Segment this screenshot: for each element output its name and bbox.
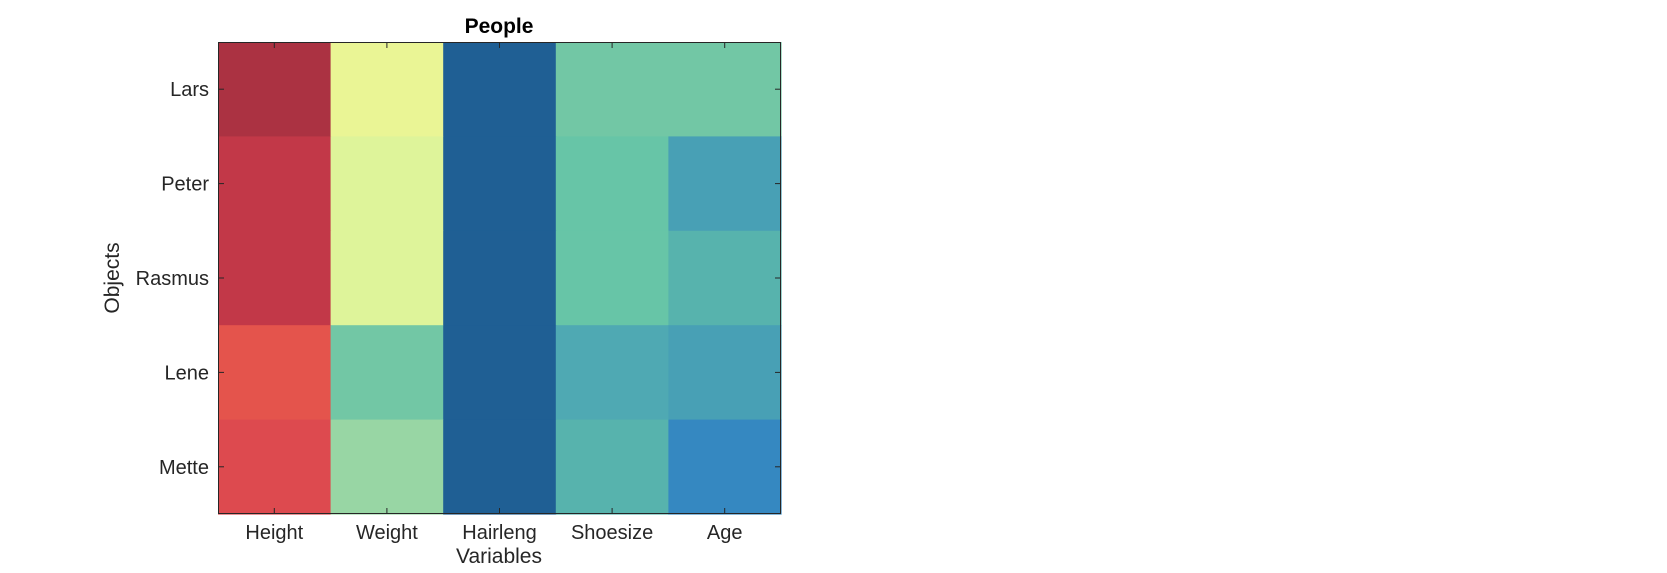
heatmap-cell-lars-shoesize	[555, 42, 669, 137]
heatmap-cell-peter-shoesize	[555, 136, 669, 232]
heatmap-cell-mette-height	[218, 419, 332, 515]
heatmap-cell-lars-hairleng	[443, 42, 557, 137]
chart-title: People	[465, 15, 534, 38]
heatmap-cell-lene-age	[668, 325, 782, 421]
y-tick-labels: Lars Peter Rasmus Lene Mette	[136, 79, 210, 479]
heatmap-cell-lars-age	[668, 42, 782, 137]
heatmap-cells	[218, 42, 782, 515]
x-tick-label-age: Age	[707, 522, 743, 544]
heatmap-cell-peter-weight	[330, 136, 444, 232]
heatmap-cell-lene-hairleng	[443, 325, 557, 421]
heatmap-cell-lene-height	[218, 325, 332, 421]
x-tick-labels: Height Weight Hairleng Shoesize Age	[245, 522, 742, 544]
x-tick-label-weight: Weight	[356, 522, 418, 544]
axis-ticks	[218, 42, 781, 514]
heatmap-cell-lene-weight	[330, 325, 444, 421]
heatmap-cell-rasmus-weight	[330, 230, 444, 326]
heatmap-cell-mette-shoesize	[555, 419, 669, 515]
heatmap-cell-rasmus-height	[218, 230, 332, 326]
heatmap-cell-peter-height	[218, 136, 332, 232]
heatmap-cell-lars-height	[218, 42, 332, 137]
heatmap-cell-peter-hairleng	[443, 136, 557, 232]
y-axis-label: Objects	[101, 242, 124, 313]
heatmap-cell-rasmus-age	[668, 230, 782, 326]
heatmap-cell-rasmus-hairleng	[443, 230, 557, 326]
y-tick-label-lars: Lars	[170, 79, 209, 101]
y-tick-label-peter: Peter	[161, 174, 209, 196]
y-tick-label-mette: Mette	[159, 457, 209, 479]
x-tick-label-height: Height	[245, 522, 303, 544]
heatmap-cell-lars-weight	[330, 42, 444, 137]
x-tick-label-shoesize: Shoesize	[571, 522, 653, 544]
x-tick-label-hairleng: Hairleng	[462, 522, 536, 544]
heatmap-cell-mette-age	[668, 419, 782, 515]
heatmap-cell-peter-age	[668, 136, 782, 232]
heatmap-cell-mette-hairleng	[443, 419, 557, 515]
heatmap-cell-rasmus-shoesize	[555, 230, 669, 326]
y-tick-label-rasmus: Rasmus	[136, 268, 209, 290]
heatmap-cell-lene-shoesize	[555, 325, 669, 421]
y-tick-label-lene: Lene	[165, 362, 210, 384]
heatmap-cell-mette-weight	[330, 419, 444, 515]
x-axis-label: Variables	[456, 545, 542, 568]
